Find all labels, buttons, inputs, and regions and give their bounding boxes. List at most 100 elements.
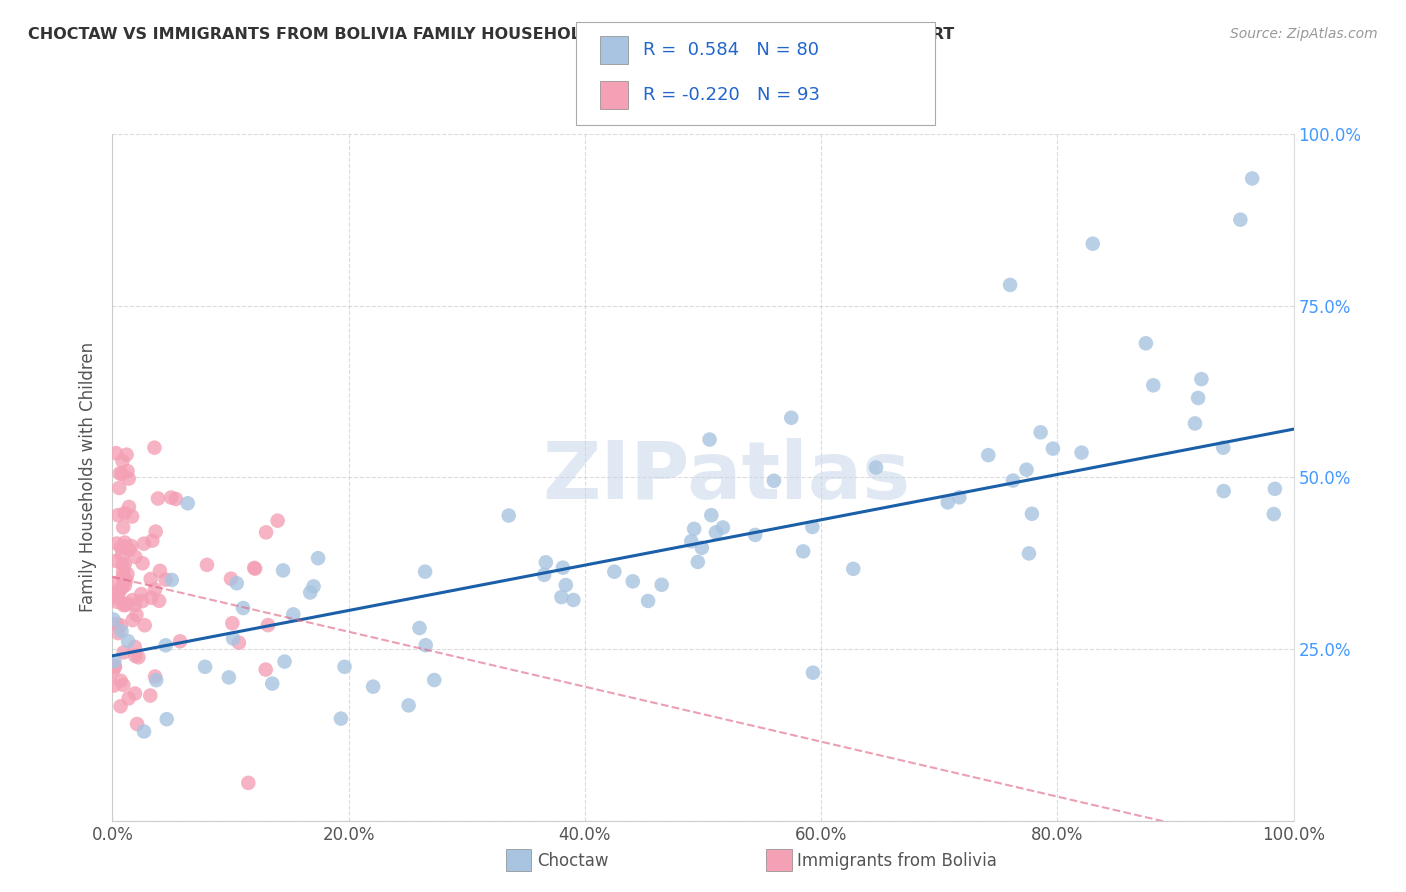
Point bbox=[686, 555, 709, 569]
Point bbox=[103, 612, 125, 626]
Point bbox=[107, 508, 129, 523]
Point bbox=[780, 410, 803, 425]
Point bbox=[1241, 171, 1264, 186]
Point bbox=[744, 528, 766, 542]
Point bbox=[498, 508, 520, 523]
Text: R = -0.220   N = 93: R = -0.220 N = 93 bbox=[643, 86, 820, 103]
Point bbox=[299, 585, 322, 599]
Point bbox=[423, 673, 446, 687]
Point bbox=[114, 578, 136, 592]
Point bbox=[177, 496, 200, 510]
Point bbox=[222, 632, 245, 646]
Point bbox=[112, 598, 135, 612]
Point bbox=[104, 659, 127, 673]
Point bbox=[534, 555, 557, 569]
Point bbox=[690, 541, 713, 555]
Point bbox=[704, 525, 727, 540]
Point bbox=[936, 495, 959, 509]
Point bbox=[120, 539, 142, 553]
Text: R =  0.584   N = 80: R = 0.584 N = 80 bbox=[643, 41, 818, 59]
Point bbox=[124, 598, 146, 612]
Point bbox=[149, 564, 172, 578]
Point bbox=[271, 563, 294, 577]
Point bbox=[165, 491, 187, 506]
Point bbox=[111, 454, 134, 468]
Point bbox=[156, 712, 179, 726]
Point bbox=[254, 663, 277, 677]
Point bbox=[111, 549, 134, 563]
Point bbox=[131, 594, 153, 608]
Point bbox=[139, 689, 162, 703]
Point bbox=[131, 556, 153, 570]
Point bbox=[110, 673, 132, 688]
Point bbox=[124, 640, 146, 654]
Point bbox=[111, 570, 134, 584]
Point bbox=[413, 565, 436, 579]
Point bbox=[107, 626, 129, 640]
Point bbox=[361, 680, 384, 694]
Point bbox=[998, 277, 1021, 292]
Point bbox=[254, 525, 277, 540]
Point bbox=[160, 573, 183, 587]
Point bbox=[1018, 546, 1040, 560]
Point bbox=[792, 544, 814, 558]
Point bbox=[107, 591, 129, 606]
Text: ZIPatlas: ZIPatlas bbox=[543, 438, 911, 516]
Point bbox=[948, 490, 970, 504]
Point bbox=[842, 562, 865, 576]
Point bbox=[105, 554, 128, 568]
Point bbox=[111, 558, 134, 572]
Point bbox=[1264, 482, 1286, 496]
Point bbox=[398, 698, 420, 713]
Point bbox=[114, 535, 136, 549]
Point bbox=[115, 597, 138, 611]
Point bbox=[562, 593, 585, 607]
Point bbox=[124, 648, 146, 663]
Point bbox=[1015, 463, 1038, 477]
Point bbox=[711, 520, 734, 534]
Point bbox=[155, 573, 177, 587]
Point bbox=[134, 618, 156, 632]
Point bbox=[302, 579, 325, 593]
Point bbox=[1070, 445, 1092, 459]
Point bbox=[1184, 417, 1206, 431]
Point bbox=[118, 500, 141, 514]
Point bbox=[155, 638, 177, 652]
Point bbox=[114, 506, 136, 520]
Point bbox=[1135, 336, 1157, 351]
Point bbox=[238, 776, 260, 790]
Point bbox=[307, 551, 329, 566]
Point bbox=[266, 514, 288, 528]
Point bbox=[232, 601, 254, 615]
Point bbox=[108, 481, 131, 495]
Point bbox=[1042, 442, 1064, 456]
Point bbox=[104, 660, 127, 674]
Text: CHOCTAW VS IMMIGRANTS FROM BOLIVIA FAMILY HOUSEHOLDS WITH CHILDREN CORRELATION C: CHOCTAW VS IMMIGRANTS FROM BOLIVIA FAMIL… bbox=[28, 27, 955, 42]
Point bbox=[117, 464, 139, 478]
Point bbox=[329, 712, 352, 726]
Point bbox=[865, 460, 887, 475]
Point bbox=[141, 591, 163, 605]
Point bbox=[801, 665, 824, 680]
Point bbox=[225, 576, 247, 591]
Point bbox=[699, 433, 721, 447]
Point bbox=[1142, 378, 1164, 392]
Point bbox=[1263, 507, 1285, 521]
Point bbox=[105, 595, 128, 609]
Point bbox=[131, 587, 153, 601]
Point bbox=[533, 567, 555, 582]
Point bbox=[124, 686, 146, 700]
Point bbox=[103, 586, 125, 600]
Text: Source: ZipAtlas.com: Source: ZipAtlas.com bbox=[1230, 27, 1378, 41]
Point bbox=[127, 650, 149, 665]
Point bbox=[118, 471, 141, 485]
Point bbox=[1081, 236, 1104, 251]
Point bbox=[103, 679, 125, 693]
Point bbox=[115, 573, 138, 587]
Point bbox=[112, 540, 135, 554]
Point bbox=[108, 582, 131, 597]
Point bbox=[101, 665, 124, 679]
Point bbox=[228, 636, 250, 650]
Point bbox=[146, 491, 169, 506]
Y-axis label: Family Households with Children: Family Households with Children bbox=[79, 343, 97, 612]
